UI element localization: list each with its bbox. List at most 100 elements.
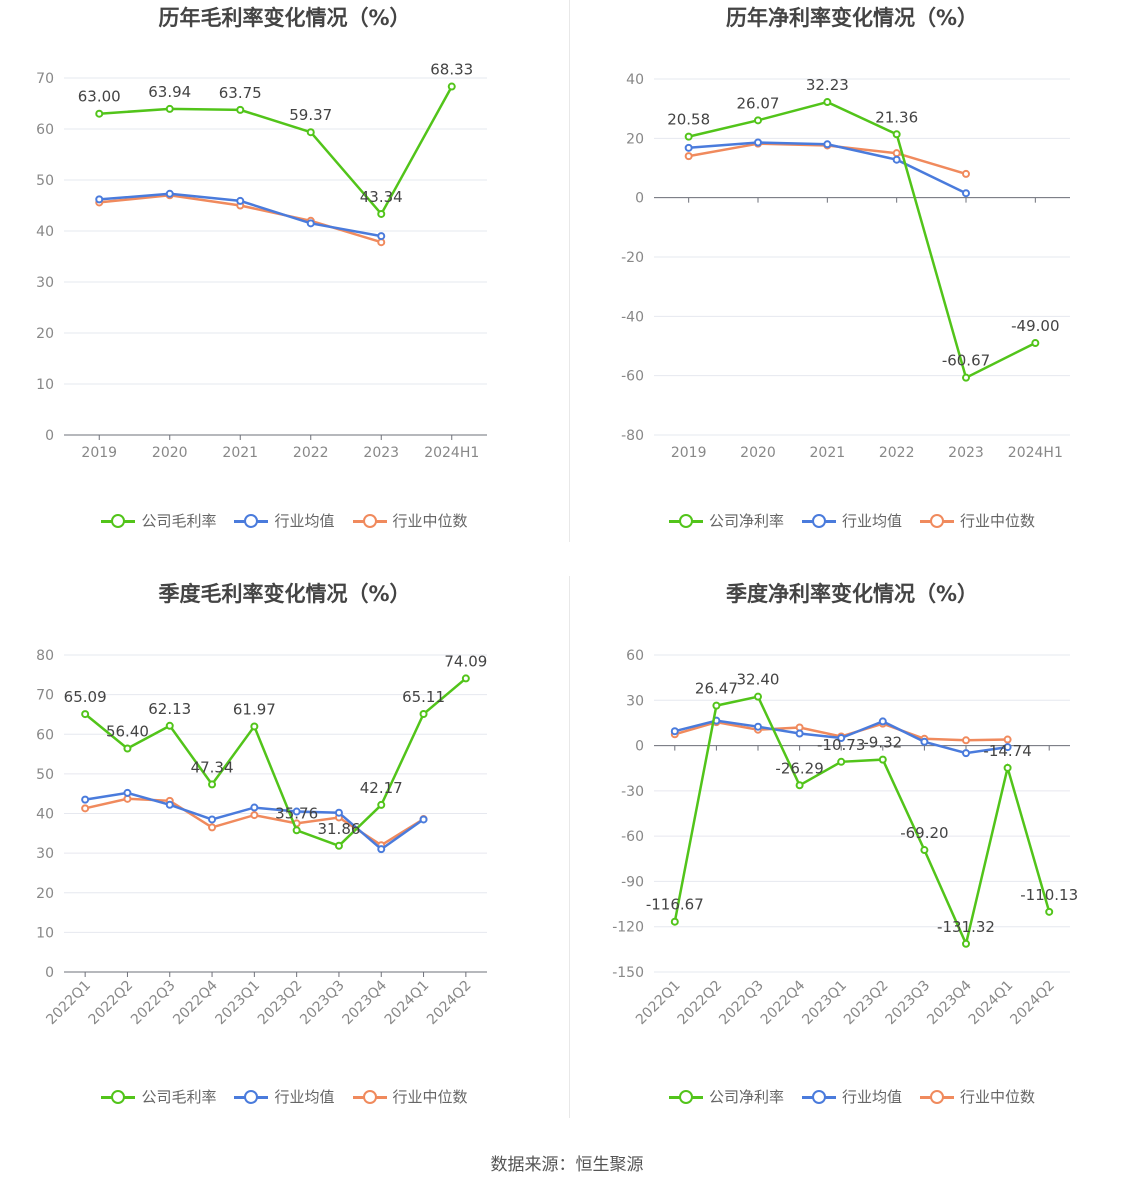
series-line-0 [99,85,453,217]
legend-item-company[interactable]: 公司净利率 [668,1086,784,1107]
legend-item-avg[interactable]: 行业均值 [234,510,335,531]
legend-item-avg[interactable]: 行业均值 [234,1086,335,1107]
data-label: -14.74 [983,742,1031,760]
x-tick-label: 2023 [948,445,984,461]
data-label: 43.34 [360,188,403,206]
data-point [292,826,301,835]
y-tick-label: 50 [36,767,54,783]
data-point [292,807,301,816]
y-tick-label: 70 [36,71,54,87]
data-point [962,749,970,758]
x-tick-label: 2024Q2 [424,978,475,1029]
data-label: 68.33 [430,61,473,79]
legend-item-avg[interactable]: 行业均值 [801,510,902,531]
x-tick-label: 2022Q2 [86,978,137,1029]
data-point [208,780,217,789]
x-tick-label: 2022Q2 [675,978,726,1029]
legend-item-company[interactable]: 公司毛利率 [101,1086,216,1107]
data-point [892,130,901,139]
x-tick-label: 2021 [222,445,258,461]
legend-swatch-median [352,513,387,528]
legend-item-company[interactable]: 公司净利率 [668,510,784,531]
data-label: 63.75 [219,84,262,102]
data-label: 47.34 [191,758,234,776]
data-point [684,143,693,152]
data-label: -116.67 [646,896,704,914]
data-point [823,98,832,107]
data-point [81,795,90,804]
data-label: 32.23 [806,76,849,94]
data-point [461,674,470,683]
data-label: 26.47 [695,680,738,698]
data-point [837,757,846,766]
legend-swatch-avg [801,513,836,528]
data-point [306,219,315,228]
x-tick-label: 2022 [879,445,915,461]
y-tick-label: 40 [36,807,54,823]
legend-swatch-company [668,513,703,528]
divider-bottom [569,576,570,1118]
data-point [377,209,386,218]
legend-item-median[interactable]: 行业中位数 [920,510,1035,531]
data-point [236,196,245,205]
x-tick-label: 2022 [293,445,329,461]
y-tick-label: 60 [36,122,54,138]
chart-panel-annual-net: 历年净利率变化情况（%） -80 -60 -40 -20 0 20 40 2019 2020 20… [570,0,1134,560]
x-tick-label: 2024H1 [424,445,479,461]
chart-title: 季度净利率变化情况（%） [725,582,979,606]
legend-item-median[interactable]: 行业中位数 [352,1086,468,1107]
legend-label: 行业中位数 [960,1088,1036,1106]
x-tick-label: 2024Q1 [966,978,1017,1029]
data-label: 20.58 [667,111,710,129]
y-tick-label: 0 [635,739,644,755]
legend-swatch-company [101,1089,136,1104]
x-tick-label: 2022Q3 [128,978,179,1029]
legend-label: 公司毛利率 [141,1088,217,1106]
data-point [837,734,846,743]
data-point [754,116,762,125]
x-tick-label: 2023Q4 [924,977,975,1028]
data-label: 63.94 [148,83,191,101]
chart-svg-quarterly-gross: 0 10 20 30 40 50 60 70 80 2022Q12022Q22022Q32022Q… [36,648,487,1029]
x-tick-label: 2023Q3 [297,978,348,1029]
data-point [123,788,132,797]
x-tick-label: 2022Q1 [43,978,94,1029]
x-tick-label: 2020 [152,445,188,461]
chart-title: 历年毛利率变化情况（%） [158,6,411,30]
y-tick-label: -120 [612,920,644,936]
legend-item-median[interactable]: 行业中位数 [920,1086,1035,1107]
data-point [377,800,386,809]
chart-panel-annual-gross: 历年毛利率变化情况（%） 0 10 20 30 40 50 60 70 2019 2020 2021… [0,0,569,560]
y-tick-label: 60 [626,648,644,664]
y-tick-label: -60 [621,369,644,385]
legend-swatch-median [920,1089,954,1104]
legend-item-avg[interactable]: 行业均值 [801,1086,902,1107]
chart-panel-quarterly-net: 季度净利率变化情况（%） -150 -120 -90 -60 -30 0 30 60 2022Q… [570,576,1134,1136]
data-label: -49.00 [1011,317,1059,335]
data-point [684,132,693,141]
data-point [754,138,762,147]
data-label: 35.76 [275,804,318,822]
chart-panel-quarterly-gross: 季度毛利率变化情况（%） 0 10 20 30 40 50 60 70 80 2022Q1 2022… [0,576,569,1136]
legend-swatch-avg [801,1089,836,1104]
y-tick-label: -60 [621,829,644,845]
data-label: 65.09 [64,688,107,706]
data-label: 59.37 [289,106,332,124]
data-label: -131.32 [937,918,995,936]
y-tick-label: -80 [621,428,644,444]
y-tick-label: -20 [621,250,644,266]
data-point [892,149,901,158]
x-tick-label: 2019 [81,445,117,461]
data-point [962,736,970,745]
x-tick-label: 2020 [740,445,776,461]
source-note: 数据来源：恒生聚源 [490,1155,644,1175]
legend-item-company[interactable]: 公司毛利率 [101,510,216,531]
data-point [754,722,762,731]
legend-item-median[interactable]: 行业中位数 [352,510,468,531]
chart-title: 历年净利率变化情况（%） [725,6,979,30]
legend-label: 行业均值 [274,1088,335,1106]
y-tick-label: 0 [635,191,644,207]
data-point [684,152,693,161]
data-label: 63.00 [78,88,121,106]
data-label: 74.09 [444,652,487,670]
